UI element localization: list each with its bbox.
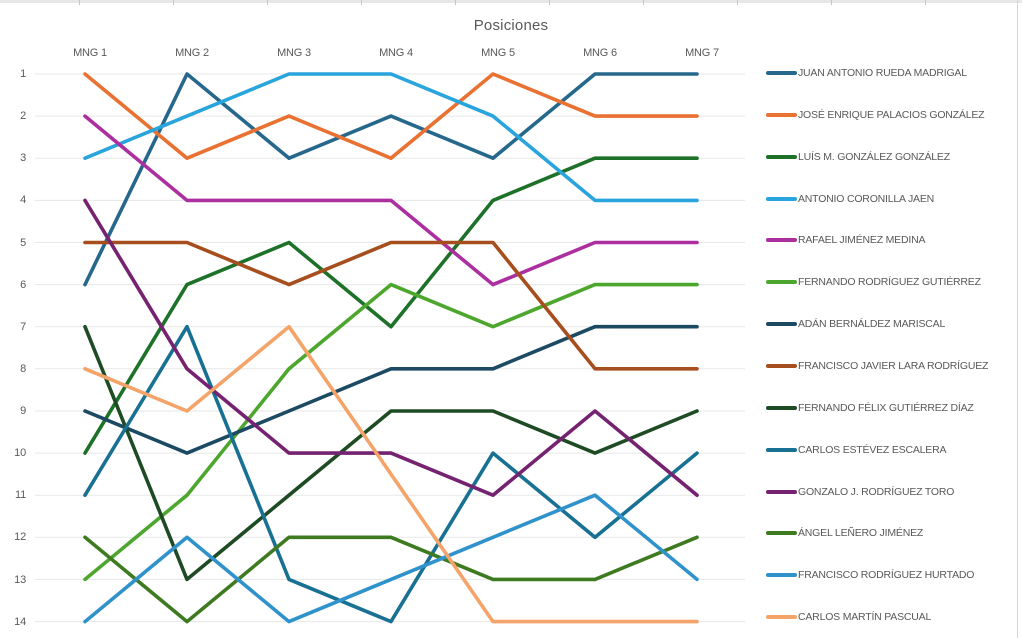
- y-tick-label: 1: [20, 68, 26, 80]
- legend-line-swatch: [766, 364, 797, 368]
- legend-label: ADÁN BERNÁLDEZ MARISCAL: [798, 318, 946, 330]
- y-tick-label: 3: [20, 152, 26, 164]
- series-line-5[interactable]: [83, 114, 699, 287]
- y-tick-label: 2: [20, 110, 26, 122]
- legend-label: JUAN ANTONIO RUEDA MADRIGAL: [798, 67, 967, 79]
- legend-label: ANTONIO CORONILLA JAEN: [798, 193, 935, 205]
- legend-item[interactable]: ANTONIO CORONILLA JAEN: [766, 192, 934, 206]
- spreadsheet-right-border: [1017, 0, 1018, 638]
- legend-line-swatch: [766, 448, 797, 452]
- x-tick-label: MNG 7: [685, 47, 719, 59]
- series-line-2[interactable]: [83, 72, 699, 160]
- y-tick-label: 9: [20, 405, 26, 417]
- legend-line-swatch: [766, 238, 797, 242]
- legend-line-swatch: [766, 490, 797, 494]
- spreadsheet-column-ticks: [0, 0, 1022, 5]
- y-tick-label: 12: [14, 531, 26, 543]
- legend-item[interactable]: FERNANDO FÉLIX GUTIÉRREZ DÍAZ: [766, 401, 974, 415]
- y-tick-label: 14: [14, 616, 26, 628]
- legend-line-swatch: [766, 113, 797, 117]
- legend-item[interactable]: ÁNGEL LEÑERO JIMÉNEZ: [766, 526, 923, 540]
- legend-item[interactable]: FRANCISCO RODRÍGUEZ HURTADO: [766, 568, 974, 582]
- legend-line-swatch: [766, 322, 797, 326]
- legend-label: FERNANDO RODRÍGUEZ GUTIÉRREZ: [798, 276, 981, 288]
- legend-item[interactable]: ADÁN BERNÁLDEZ MARISCAL: [766, 317, 945, 331]
- legend-line-swatch: [766, 573, 797, 577]
- legend-item[interactable]: JOSÉ ENRIQUE PALACIOS GONZÁLEZ: [766, 108, 985, 122]
- chart-title: Posiciones: [473, 17, 549, 34]
- series-line-1[interactable]: [83, 72, 699, 287]
- legend-line-swatch: [766, 155, 797, 159]
- y-tick-label: 11: [14, 489, 26, 501]
- legend-label: JOSÉ ENRIQUE PALACIOS GONZÁLEZ: [798, 109, 985, 121]
- legend-item[interactable]: CARLOS ESTÉVEZ ESCALERA: [766, 443, 946, 457]
- x-tick-label: MNG 6: [583, 47, 617, 59]
- y-tick-label: 4: [20, 194, 26, 206]
- legend-item[interactable]: FRANCISCO JAVIER LARA RODRÍGUEZ: [766, 359, 988, 373]
- legend-item[interactable]: FERNANDO RODRÍGUEZ GUTIÉRREZ: [766, 275, 981, 289]
- legend-item[interactable]: GONZALO J. RODRÍGUEZ TORO: [766, 485, 954, 499]
- legend-line-swatch: [766, 280, 797, 284]
- series-line-3[interactable]: [83, 156, 699, 455]
- legend-line-swatch: [766, 615, 797, 619]
- legend-label: ÁNGEL LEÑERO JIMÉNEZ: [798, 527, 924, 539]
- legend-label: FERNANDO FÉLIX GUTIÉRREZ DÍAZ: [798, 402, 974, 414]
- series-line-6[interactable]: [83, 282, 699, 582]
- series-line-8[interactable]: [83, 240, 699, 371]
- legend-line-swatch: [766, 531, 797, 535]
- y-tick-label: 7: [20, 321, 26, 333]
- x-tick-label: MNG 5: [481, 47, 515, 59]
- y-tick-label: 10: [14, 447, 26, 459]
- legend-line-swatch: [766, 406, 797, 410]
- y-tick-label: 5: [20, 237, 26, 249]
- legend-item[interactable]: CARLOS MARTÍN PASCUAL: [766, 610, 931, 624]
- series-line-12[interactable]: [83, 535, 699, 624]
- legend-label: CARLOS MARTÍN PASCUAL: [798, 611, 932, 623]
- legend-label: CARLOS ESTÉVEZ ESCALERA: [798, 444, 947, 456]
- series-line-14[interactable]: [83, 324, 699, 624]
- series-line-10[interactable]: [83, 324, 699, 624]
- x-tick-label: MNG 4: [379, 47, 413, 59]
- legend-label: LUÍS M. GONZÁLEZ GONZÁLEZ: [798, 151, 950, 163]
- y-tick-label: 8: [20, 363, 26, 375]
- legend-label: RAFAEL JIMÉNEZ MEDINA: [798, 234, 926, 246]
- legend-item[interactable]: LUÍS M. GONZÁLEZ GONZÁLEZ: [766, 150, 950, 164]
- series-line-7[interactable]: [83, 324, 699, 455]
- y-tick-label: 13: [14, 574, 26, 586]
- legend-label: FRANCISCO JAVIER LARA RODRÍGUEZ: [798, 360, 989, 372]
- legend-label: FRANCISCO RODRÍGUEZ HURTADO: [798, 569, 975, 581]
- series-line-13[interactable]: [83, 493, 699, 624]
- x-tick-label: MNG 1: [73, 47, 107, 59]
- series-line-4[interactable]: [83, 72, 699, 203]
- y-tick-label: 6: [20, 279, 26, 291]
- x-tick-label: MNG 3: [277, 47, 311, 59]
- legend-item[interactable]: JUAN ANTONIO RUEDA MADRIGAL: [766, 66, 967, 80]
- series-line-11[interactable]: [83, 198, 699, 498]
- x-tick-label: MNG 2: [175, 47, 209, 59]
- legend-line-swatch: [766, 71, 797, 75]
- legend-line-swatch: [766, 197, 797, 201]
- series-line-9[interactable]: [83, 324, 699, 582]
- legend-label: GONZALO J. RODRÍGUEZ TORO: [798, 486, 955, 498]
- legend-item[interactable]: RAFAEL JIMÉNEZ MEDINA: [766, 233, 925, 247]
